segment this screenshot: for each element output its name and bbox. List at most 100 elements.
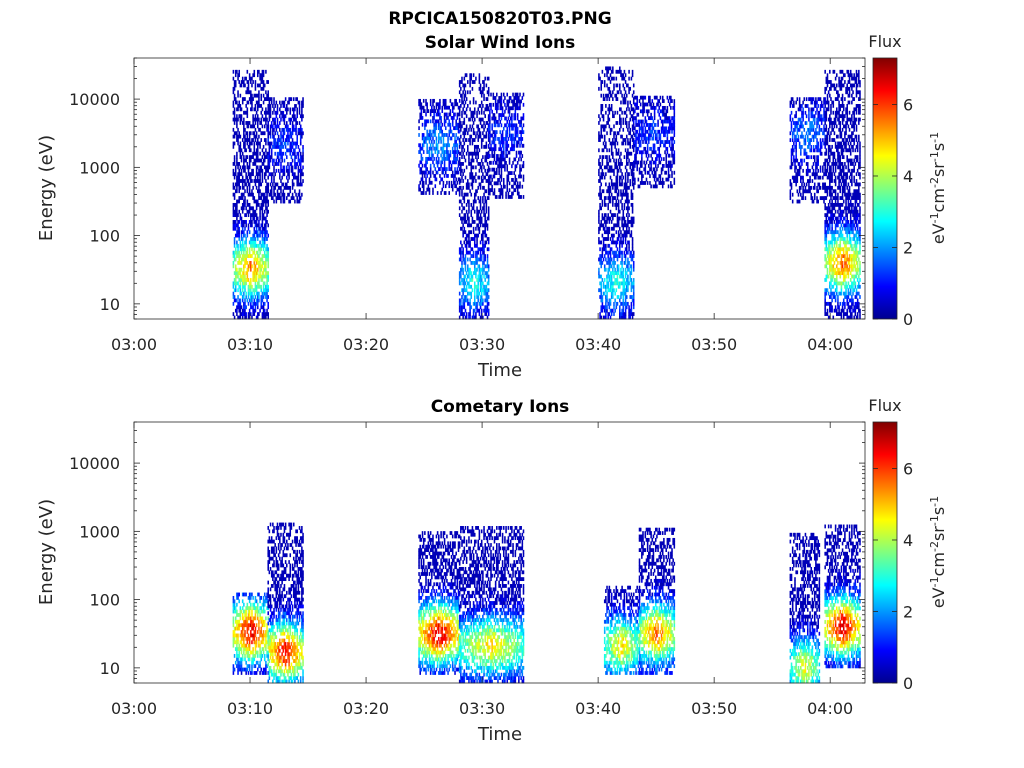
flux-cell (260, 298, 263, 303)
flux-cell (643, 167, 645, 172)
flux-cell (248, 144, 251, 149)
flux-cell (666, 109, 669, 114)
flux-cell (425, 180, 427, 185)
flux-cell (246, 209, 249, 214)
flux-cell (234, 308, 237, 313)
flux-cell (516, 92, 519, 97)
flux-cell (245, 312, 247, 316)
flux-cell (790, 97, 793, 102)
flux-cell (646, 123, 649, 127)
flux-cell (463, 86, 466, 91)
flux-cell (252, 185, 254, 190)
flux-cell (470, 172, 473, 177)
flux-cell (493, 150, 496, 155)
flux-cell (439, 116, 441, 120)
flux-cell (255, 185, 258, 190)
flux-cell (245, 278, 247, 282)
flux-cell (484, 264, 486, 269)
flux-cell (606, 73, 608, 78)
flux-cell (236, 189, 238, 194)
flux-cell (463, 206, 466, 211)
flux-cell (470, 202, 473, 207)
flux-cell (502, 147, 505, 152)
flux-cell (265, 237, 267, 241)
flux-cell (276, 131, 279, 136)
flux-cell (658, 105, 661, 110)
flux-cell (458, 305, 461, 310)
flux-cell (420, 146, 423, 151)
flux-cell (479, 213, 482, 218)
flux-cell (287, 134, 289, 139)
flux-cell (502, 154, 505, 158)
flux-cell (616, 192, 619, 197)
flux-cell (233, 202, 236, 207)
flux-cell (256, 223, 259, 228)
flux-cell (241, 192, 244, 197)
flux-cell (616, 301, 619, 306)
flux-cell (498, 177, 500, 182)
flux-cell (485, 131, 488, 136)
flux-cell (261, 295, 264, 299)
flux-cell (461, 155, 463, 159)
flux-cell (255, 216, 258, 221)
flux-cell (657, 140, 659, 144)
flux-cell (246, 298, 249, 303)
flux-cell (482, 124, 484, 129)
flux-cell (460, 162, 462, 166)
flux-cell (625, 124, 628, 129)
flux-cell (461, 288, 463, 293)
flux-cell (627, 148, 629, 153)
flux-cell (261, 216, 264, 221)
flux-cell (262, 247, 265, 252)
flux-cell (478, 131, 481, 136)
flux-cell (623, 250, 626, 255)
flux-cell (654, 164, 657, 168)
flux-cell (451, 187, 454, 192)
flux-cell (468, 127, 470, 132)
flux-cell (438, 136, 440, 141)
flux-cell (299, 168, 302, 173)
flux-cell (598, 162, 600, 166)
flux-cell (236, 69, 238, 74)
flux-cell (483, 202, 485, 207)
flux-cell (499, 181, 502, 186)
flux-cell (472, 202, 475, 207)
flux-cell (652, 126, 655, 131)
flux-cell (631, 138, 634, 142)
flux-cell (258, 185, 260, 190)
flux-cell (471, 182, 474, 187)
flux-cell (299, 175, 302, 180)
flux-cell (282, 189, 285, 194)
flux-cell (471, 260, 474, 265)
flux-cell (668, 102, 671, 107)
flux-cell (299, 124, 302, 129)
flux-cell (244, 144, 246, 149)
flux-cell (254, 80, 257, 84)
flux-cell (258, 264, 260, 269)
flux-cell (621, 220, 623, 224)
flux-cell (614, 185, 616, 190)
flux-cell (301, 155, 303, 160)
flux-cell (493, 157, 496, 162)
flux-cell (237, 233, 239, 238)
flux-cell (234, 69, 237, 74)
flux-cell (486, 264, 489, 269)
flux-cell (246, 138, 249, 142)
flux-cell (601, 148, 604, 153)
flux-cell (610, 264, 613, 269)
flux-cell (511, 119, 513, 124)
flux-cell (651, 105, 654, 110)
flux-cell (653, 146, 656, 151)
flux-cell (473, 243, 476, 248)
flux-cell (600, 86, 603, 91)
flux-cell (262, 100, 265, 105)
flux-cell (501, 154, 504, 158)
flux-cell (245, 172, 247, 177)
flux-cell (472, 179, 475, 183)
flux-cell (255, 223, 258, 228)
flux-cell (478, 308, 481, 313)
flux-cell (476, 267, 478, 272)
flux-cell (272, 134, 274, 139)
flux-cell (482, 104, 484, 108)
flux-cell (268, 141, 271, 146)
